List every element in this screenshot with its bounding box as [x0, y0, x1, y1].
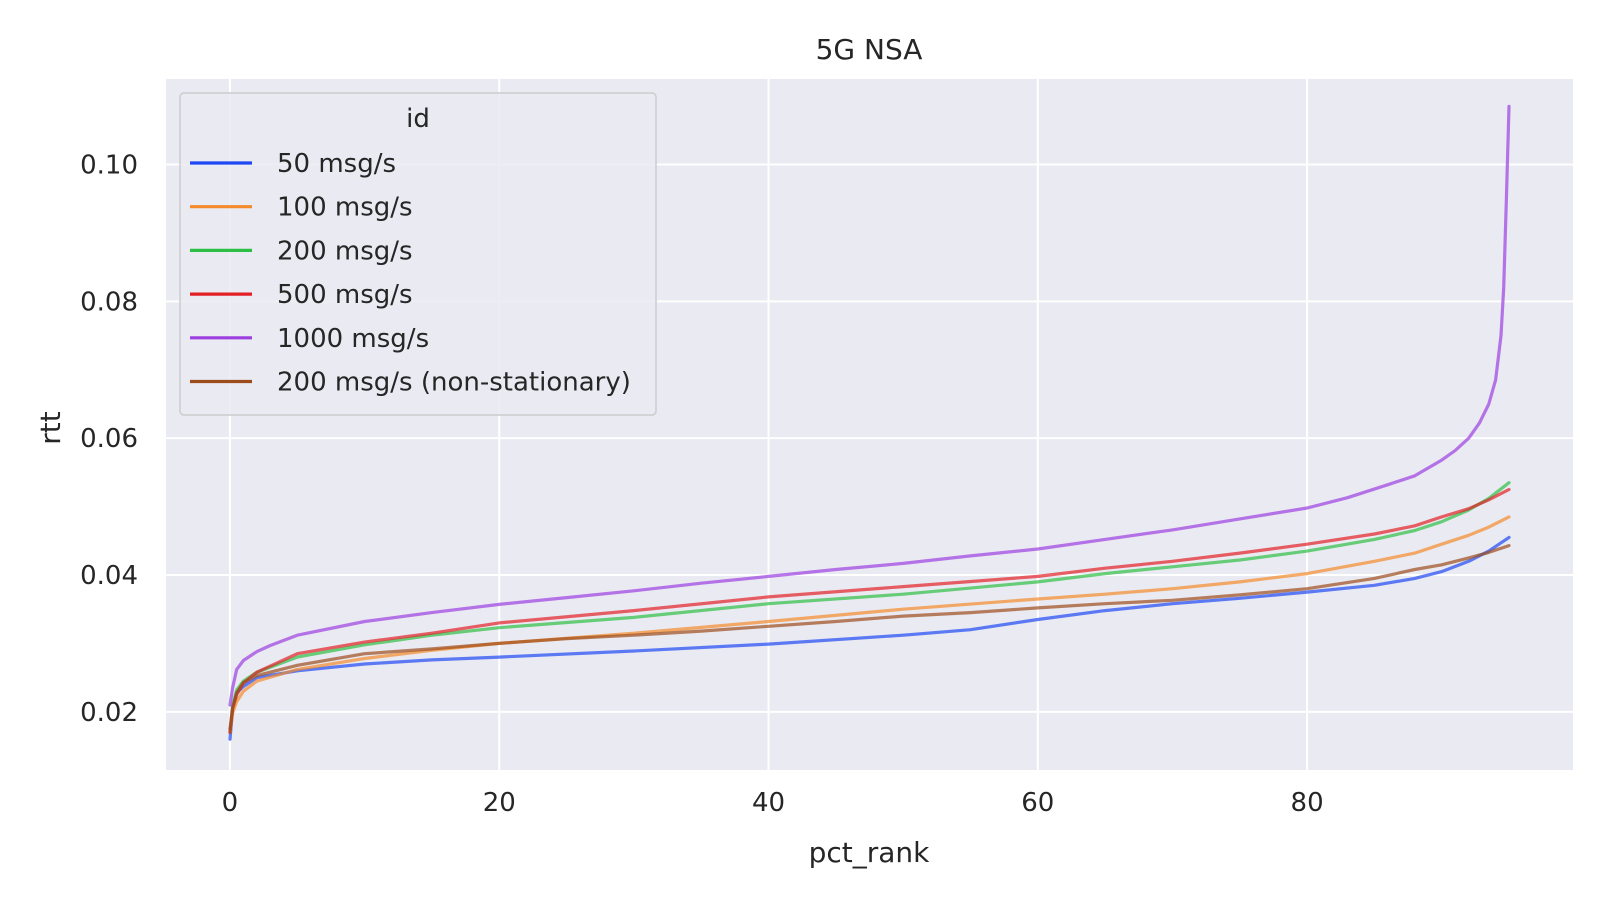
- series-line-500-msg-s: [228, 487, 1511, 734]
- series-lines: [228, 104, 1511, 741]
- x-tick-label: 20: [483, 788, 516, 818]
- chart-title: 5G NSA: [816, 33, 923, 66]
- x-tick-label: 80: [1291, 788, 1324, 818]
- y-axis-ticks: 0.02 0.04 0.06 0.08 0.10: [80, 151, 138, 728]
- legend-items: 50 msg/s 100 msg/s 200 msg/s 500 msg/s 1000 …: [190, 149, 631, 398]
- x-tick-label: 40: [752, 788, 785, 818]
- series-line-100-msg-s: [228, 515, 1511, 734]
- legend-frame: [179, 92, 657, 416]
- x-tick-label: 60: [1021, 788, 1054, 818]
- y-tick-label: 0.06: [80, 424, 138, 454]
- series-line-50-msg-s: [228, 535, 1511, 741]
- legend-label: 500 msg/s: [277, 280, 413, 310]
- y-tick-label: 0.08: [80, 287, 138, 317]
- y-axis-label: rtt: [34, 411, 67, 444]
- x-axis-label: pct_rank: [809, 836, 931, 869]
- series-line-1000-msg-s: [228, 104, 1511, 707]
- series-line-200-msg-s-non-stationary: [228, 544, 1511, 731]
- legend-label: 100 msg/s: [277, 193, 413, 223]
- x-tick-label: 0: [222, 788, 239, 818]
- legend-label: 1000 msg/s: [277, 324, 429, 354]
- y-tick-label: 0.10: [80, 151, 138, 181]
- legend-label: 200 msg/s: [277, 236, 413, 266]
- x-axis-ticks: 0 20 40 60 80: [222, 788, 1324, 818]
- legend-label: 50 msg/s: [277, 149, 396, 179]
- y-tick-label: 0.04: [80, 561, 138, 591]
- legend: id 50 msg/s 100 msg/s 200 msg/s 500 msg/s 10…: [179, 92, 657, 416]
- legend-title: id: [406, 104, 430, 134]
- grid: [166, 79, 1573, 770]
- legend-label: 200 msg/s (non-stationary): [277, 368, 631, 398]
- y-tick-label: 0.02: [80, 698, 138, 728]
